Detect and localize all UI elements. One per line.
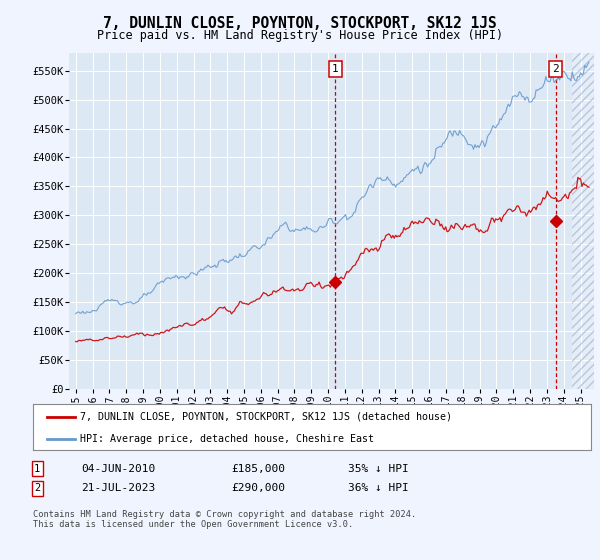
Text: £185,000: £185,000 (231, 464, 285, 474)
Text: Contains HM Land Registry data © Crown copyright and database right 2024.
This d: Contains HM Land Registry data © Crown c… (33, 510, 416, 529)
Bar (572, 53, 594, 389)
Text: 7, DUNLIN CLOSE, POYNTON, STOCKPORT, SK12 1JS (detached house): 7, DUNLIN CLOSE, POYNTON, STOCKPORT, SK1… (80, 412, 452, 422)
Text: 2: 2 (34, 483, 40, 493)
Text: 21-JUL-2023: 21-JUL-2023 (81, 483, 155, 493)
Text: 35% ↓ HPI: 35% ↓ HPI (348, 464, 409, 474)
Bar (572, 53, 594, 389)
Text: 7, DUNLIN CLOSE, POYNTON, STOCKPORT, SK12 1JS: 7, DUNLIN CLOSE, POYNTON, STOCKPORT, SK1… (103, 16, 497, 31)
Text: 1: 1 (332, 64, 338, 74)
Text: Price paid vs. HM Land Registry's House Price Index (HPI): Price paid vs. HM Land Registry's House … (97, 29, 503, 42)
Text: 04-JUN-2010: 04-JUN-2010 (81, 464, 155, 474)
Text: 36% ↓ HPI: 36% ↓ HPI (348, 483, 409, 493)
Text: 1: 1 (34, 464, 40, 474)
Text: 2: 2 (553, 64, 559, 74)
Text: £290,000: £290,000 (231, 483, 285, 493)
Text: HPI: Average price, detached house, Cheshire East: HPI: Average price, detached house, Ches… (80, 434, 374, 444)
